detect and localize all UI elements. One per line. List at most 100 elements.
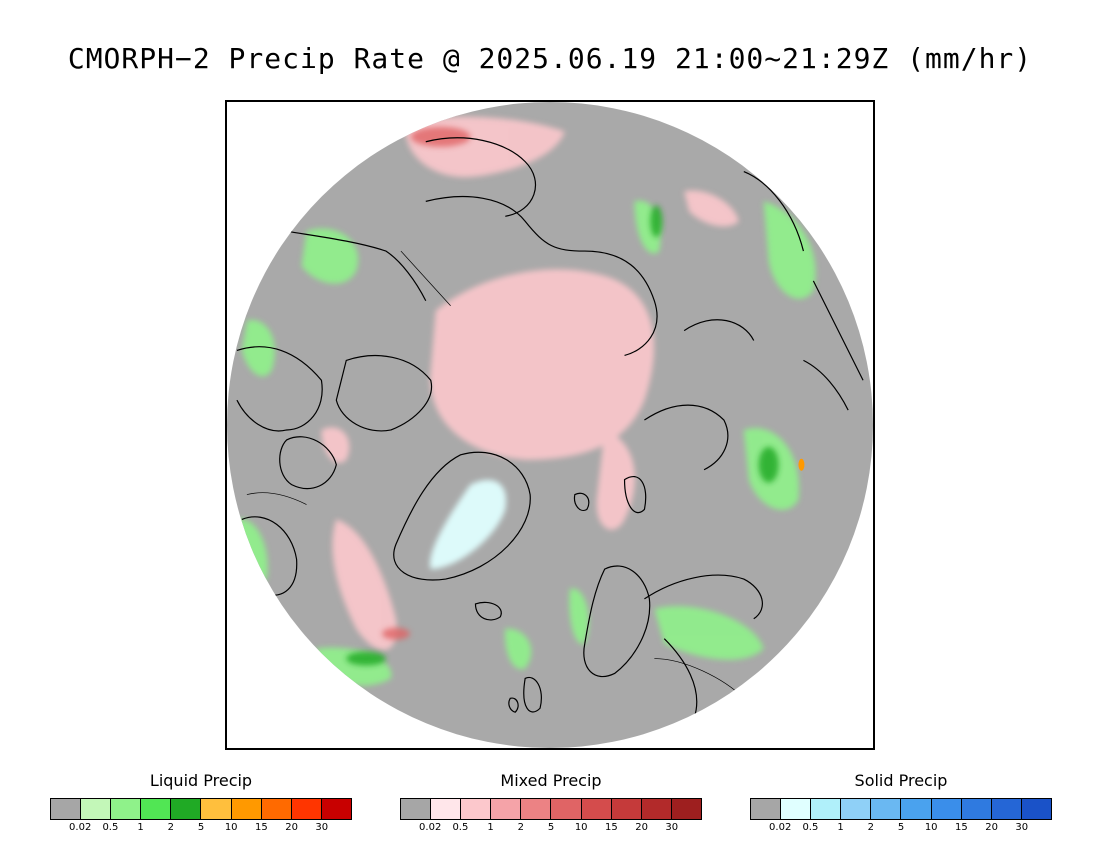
mixed-precip-central-arctic <box>430 269 655 460</box>
liquid-precip-moderate <box>346 205 779 666</box>
legend-solid-tick-label: 1 <box>837 822 844 833</box>
legend-mixed-swatch <box>491 799 522 819</box>
legend-mixed-tick-label: 0.02 <box>419 822 442 833</box>
legend-solid-swatch <box>901 799 932 819</box>
legend-mixed-tick-label: 2 <box>517 822 524 833</box>
legend-liquid-ticks: 0.02 0.5 1 2 5 10 15 20 30 <box>50 820 352 834</box>
legend-mixed-tick-label: 10 <box>574 822 588 833</box>
polar-precip-map <box>227 102 873 748</box>
legend-mixed-swatch <box>641 799 672 819</box>
legend-solid-swatch <box>871 799 902 819</box>
liquid-precip-moderate-core <box>650 205 663 238</box>
legend-mixed-swatch <box>671 799 701 819</box>
legend-solid-swatch <box>841 799 872 819</box>
coastline-chukotka <box>425 137 536 217</box>
legend-solid-tick-label: 10 <box>924 822 938 833</box>
legend-solid-tick-label: 30 <box>1015 822 1029 833</box>
legend-mixed-swatch <box>401 799 432 819</box>
liquid-precip-scandinavia <box>569 588 589 645</box>
liquid-precip-russia-east <box>763 201 816 299</box>
legend-solid-tick-label: 0.02 <box>769 822 792 833</box>
legend-liquid-tick-label: 0.5 <box>102 822 119 833</box>
legend-solid-swatch <box>961 799 992 819</box>
map-frame <box>225 100 875 750</box>
coastline-british-isles <box>508 676 542 713</box>
legend-solid-tick-label: 0.5 <box>802 822 819 833</box>
legend-solid-tick-label: 15 <box>955 822 968 833</box>
legend-mixed: Mixed Precip 0.02 0.5 1 2 5 10 15 20 30 <box>400 770 702 834</box>
legend-solid-tick-label: 5 <box>897 822 905 833</box>
legend-mixed-tick-label: 20 <box>635 822 648 833</box>
liquid-precip-uk <box>505 628 532 670</box>
mixed-precip-bering <box>684 190 739 227</box>
legend-solid: Solid Precip 0.02 0.5 1 2 5 10 15 20 30 <box>750 770 1052 834</box>
legend-mixed-colorbar <box>400 798 702 820</box>
border-us-canada <box>400 250 451 306</box>
mixed-precip-north-atlantic <box>332 519 397 650</box>
legend-solid-colorbar <box>750 798 1052 820</box>
coastline-iceland <box>474 601 502 621</box>
legend-mixed-swatch <box>581 799 612 819</box>
legend-liquid-swatch <box>111 799 142 819</box>
legend-solid-swatch <box>811 799 842 819</box>
legend-liquid-swatch <box>141 799 172 819</box>
legend-liquid-tick-label: 0.02 <box>69 822 92 833</box>
border-us-canada <box>246 492 307 505</box>
coastline-north-america <box>236 346 323 596</box>
liquid-precip-moderate-core <box>758 446 779 483</box>
legend-liquid-tick-label: 10 <box>224 822 238 833</box>
liquid-precip-moderate-core <box>346 651 387 666</box>
legend-mixed-tick-label: 30 <box>665 822 679 833</box>
legend-liquid-swatch <box>81 799 112 819</box>
liquid-precip-europe <box>654 606 764 660</box>
solid-precip-areas <box>429 479 507 570</box>
legend-liquid: Liquid Precip 0.02 0.5 1 2 5 10 15 20 30 <box>50 770 352 834</box>
legend-solid-tick-label: 2 <box>867 822 874 833</box>
coastline-canadian-archipelago <box>335 355 433 432</box>
legend-mixed-tick-label: 5 <box>547 822 555 833</box>
legend-mixed-swatch <box>461 799 492 819</box>
legend-liquid-swatch <box>321 799 351 819</box>
coastlines <box>236 137 864 719</box>
legend-mixed-title: Mixed Precip <box>500 771 602 790</box>
legend-liquid-tick-label: 20 <box>285 822 298 833</box>
legend-mixed-tick-label: 15 <box>605 822 618 833</box>
legend-liquid-swatch <box>231 799 262 819</box>
legend-solid-swatch <box>751 799 782 819</box>
legend-liquid-tick-label: 30 <box>315 822 329 833</box>
mixed-precip-barents <box>596 429 635 530</box>
coastline-hudson-bay <box>279 436 337 490</box>
legend-liquid-tick-label: 15 <box>255 822 268 833</box>
coastline-svalbard <box>573 492 590 511</box>
legend-mixed-tick-label: 1 <box>487 822 494 833</box>
coastline-novaya-zemlya <box>623 476 647 514</box>
coastline-europe-north <box>644 574 763 719</box>
coastline-alaska <box>286 230 427 302</box>
legend-mixed-tick-label: 0.5 <box>452 822 469 833</box>
mixed-precip-heavy-core <box>382 627 410 640</box>
mixed-precip-heavy-core <box>410 126 471 147</box>
legend-solid-swatch <box>1021 799 1051 819</box>
map-title: CMORPH−2 Precip Rate @ 2025.06.19 21:00~… <box>67 42 1033 75</box>
legend-mixed-swatch <box>611 799 642 819</box>
legend-liquid-title: Liquid Precip <box>149 771 253 790</box>
coastline-russia-arctic <box>644 319 755 471</box>
liquid-precip-north-pacific <box>301 228 359 284</box>
legend-liquid-swatch <box>261 799 292 819</box>
liquid-precip-intense <box>798 458 805 471</box>
legend-liquid-swatch <box>291 799 322 819</box>
mixed-precip-heavy <box>382 126 471 640</box>
legend-solid-title: Solid Precip <box>854 771 948 790</box>
legend-liquid-tick-label: 2 <box>167 822 174 833</box>
coastline-scandinavia <box>583 565 651 678</box>
legend-solid-swatch <box>781 799 812 819</box>
coastline-siberia <box>425 196 658 357</box>
legend-liquid-colorbar <box>50 798 352 820</box>
coastline-greenland <box>393 451 531 581</box>
legend-liquid-tick-label: 1 <box>137 822 144 833</box>
legend-mixed-swatch <box>551 799 582 819</box>
legend-mixed-swatch <box>431 799 462 819</box>
legend-solid-swatch <box>991 799 1022 819</box>
legend-solid-swatch <box>931 799 962 819</box>
solid-precip-greenland <box>429 479 507 570</box>
